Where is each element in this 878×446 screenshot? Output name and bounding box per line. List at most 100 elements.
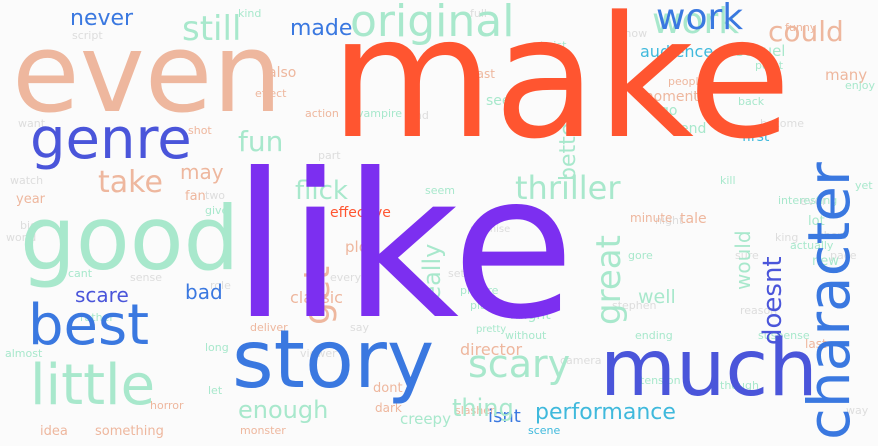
word: enjoy [845, 79, 876, 92]
word: stephen [612, 299, 657, 312]
word: life [690, 89, 707, 102]
word: cant [68, 267, 93, 280]
word: genre [30, 107, 192, 172]
word: fun [238, 125, 284, 158]
word: best [28, 293, 150, 358]
word: rather [80, 311, 114, 324]
word: seem [425, 184, 455, 197]
word: find [408, 109, 429, 122]
word: thriller [515, 169, 621, 207]
word: like [232, 131, 575, 364]
word: night [655, 214, 684, 227]
word: sequel [736, 42, 786, 60]
word: two [205, 189, 226, 202]
word: director [460, 340, 523, 359]
word: see [486, 93, 511, 109]
word: never [70, 6, 134, 31]
word: become [760, 117, 805, 130]
word: kind [238, 7, 262, 20]
word: classic [290, 288, 343, 307]
word: want [18, 117, 46, 130]
word: fan [185, 189, 206, 204]
word: almost [5, 347, 43, 360]
word: well [638, 286, 676, 308]
word: new [812, 254, 839, 269]
word: big [20, 219, 38, 232]
word: place [470, 299, 500, 312]
word: enough [238, 396, 329, 424]
word: ever [800, 194, 827, 208]
word: year [16, 192, 46, 207]
word: story [232, 313, 435, 406]
word: bad [185, 280, 223, 304]
word: monster [240, 424, 286, 437]
word: role [210, 279, 231, 292]
word: action [305, 107, 339, 120]
word: effective [330, 205, 391, 221]
word: work [656, 0, 744, 38]
word: scare [75, 283, 129, 307]
word: deliver [250, 321, 288, 334]
word: original [350, 0, 515, 47]
word: could [768, 15, 844, 48]
word: take [98, 165, 163, 200]
word: without [505, 329, 547, 342]
word: funny [785, 21, 817, 34]
word: effect [255, 87, 287, 100]
word: camera [560, 354, 602, 367]
word: script [72, 29, 103, 42]
word: short [818, 229, 847, 242]
word: dark [375, 401, 402, 415]
word: kill [720, 174, 736, 187]
word: reason [740, 304, 778, 317]
word: might [510, 307, 551, 323]
word: little [30, 353, 156, 418]
word: would [731, 230, 755, 290]
word: scene [528, 424, 561, 437]
word: much [600, 324, 818, 414]
word: every [330, 271, 362, 284]
word: full [470, 7, 487, 20]
word: gore [628, 249, 653, 262]
word: interesting [778, 194, 838, 207]
word: let [208, 384, 223, 397]
word: thing [452, 394, 514, 422]
word: point [755, 59, 784, 72]
word: go [660, 103, 678, 119]
word: also [268, 65, 297, 81]
word: something [95, 424, 164, 439]
word: long [205, 341, 229, 354]
word: pace [830, 249, 857, 262]
word: suspense [758, 329, 810, 342]
word: last [805, 337, 827, 351]
word: moment [640, 89, 699, 105]
word: horror [150, 399, 184, 412]
word: tale [680, 211, 707, 227]
word: many [825, 66, 868, 84]
word: tension [640, 374, 681, 387]
word: make [330, 0, 792, 176]
word: king [775, 231, 799, 244]
word: viewer [300, 347, 337, 360]
word: cast [470, 67, 495, 81]
word: minute [630, 211, 673, 225]
word: world [6, 231, 37, 244]
word: know [618, 27, 648, 40]
word: way [846, 404, 869, 417]
word: end [680, 121, 707, 137]
word: sense [130, 271, 162, 284]
word: people [668, 75, 706, 88]
word: may [180, 160, 224, 184]
word: dont [373, 381, 403, 396]
word: first [742, 129, 770, 145]
word: performance [535, 400, 676, 425]
word: twist [540, 39, 567, 52]
word: watch [10, 174, 44, 187]
word: say [350, 321, 369, 334]
word: audience [640, 42, 714, 61]
word: creepy [400, 410, 451, 428]
word: actually [790, 239, 834, 252]
word: give [205, 204, 229, 217]
word: made [290, 16, 353, 41]
